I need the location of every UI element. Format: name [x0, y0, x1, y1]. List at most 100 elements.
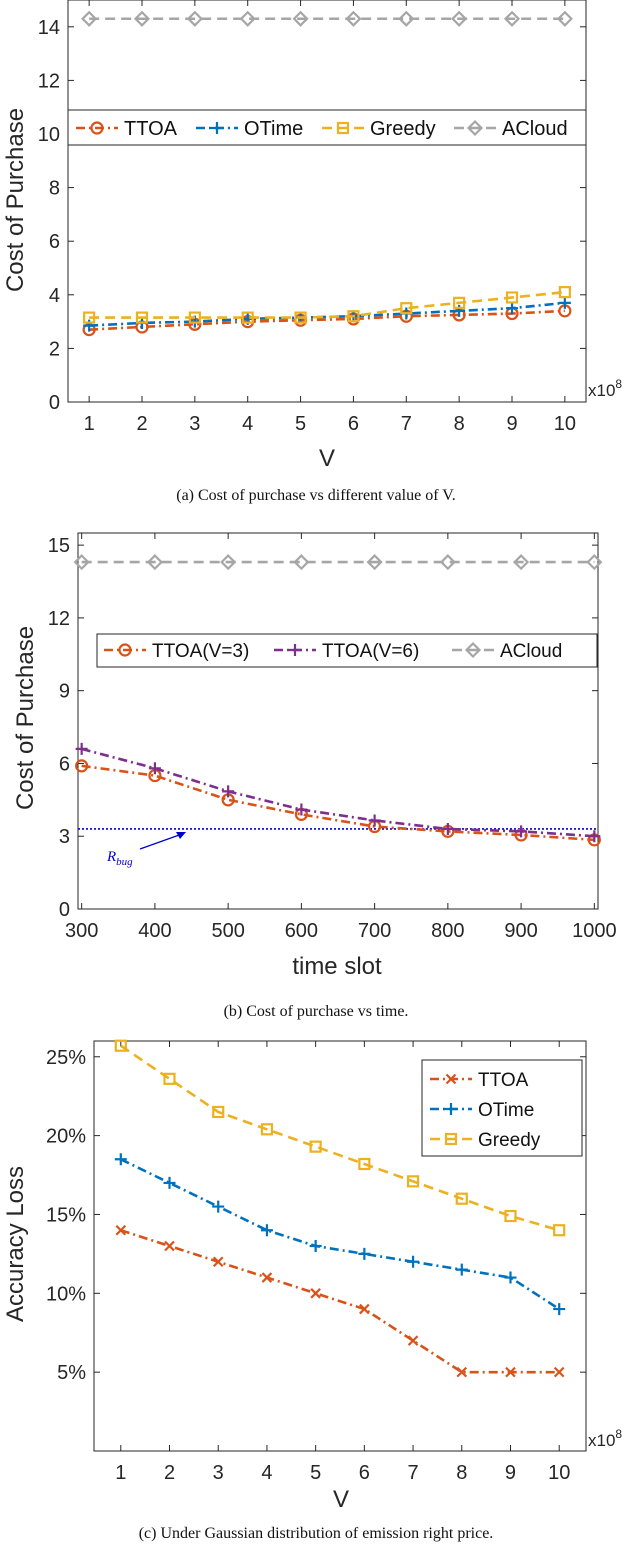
legend-item-greedy: Greedy [322, 118, 436, 140]
chart-panel-c: 5% 10% 15% 20% 25% 1 2 3 4 5 6 7 8 9 10 Accuracy Loss… [2, 1039, 622, 1542]
legend-marker-ttoa [445, 1073, 457, 1085]
data-point-greedy [400, 302, 413, 315]
series-acloud [73, 554, 603, 571]
data-point-greedy [358, 1157, 371, 1171]
data-point-otime [309, 1240, 322, 1252]
x-multiplier-a: x108 [588, 377, 622, 400]
data-point-acloud [366, 554, 383, 571]
y-tick-label: 6 [59, 753, 70, 775]
x-tick-label: 400 [138, 920, 171, 942]
data-point-greedy [260, 1123, 274, 1136]
y-tick-label: 8 [49, 178, 60, 200]
legend-c: TTOA OTime Greedy [421, 1059, 583, 1157]
x-tick-label: 5 [310, 1462, 321, 1484]
data-point-acloud [345, 10, 362, 27]
series-line-otime [120, 1158, 560, 1311]
y-tick-label: 3 [59, 826, 70, 848]
data-point-greedy [455, 1192, 468, 1205]
data-point-ttoa-v-6 [515, 825, 528, 838]
legend-item-ttoa-v-3: TTOA(V=3) [104, 641, 249, 662]
y-tick-label: 6 [49, 231, 60, 253]
data-point-acloud [586, 554, 603, 571]
plot-area-b [77, 532, 599, 910]
legend-item-otime: OTime [430, 1100, 534, 1121]
legend-item-ttoa: TTOA [430, 1070, 529, 1091]
series-group-a [81, 10, 573, 337]
legend-marker-greedy [444, 1132, 458, 1146]
x-axis-label-c: V [333, 1486, 349, 1513]
series-line-otime [89, 301, 565, 327]
x-tick-label: 700 [358, 920, 391, 942]
legend-item-acloud: ACloud [454, 118, 568, 140]
data-point-ttoa [261, 1272, 273, 1283]
data-point-acloud [133, 10, 151, 27]
x-tick-label: 10 [554, 413, 576, 435]
data-point-greedy [553, 1224, 566, 1237]
rbug-label-sub: bug [116, 856, 133, 868]
y-tick-label: 14 [38, 17, 60, 39]
data-point-acloud [398, 10, 415, 27]
y-tick-label: 15 [48, 535, 70, 557]
legend-b: TTOA(V=3) TTOA(V=6) ACloud [96, 633, 598, 668]
x-tick-label: 1 [115, 1462, 126, 1484]
plot-area-a [67, 0, 587, 403]
data-point-ttoa [212, 1256, 224, 1268]
y-tick-label: 20% [46, 1126, 86, 1148]
legend-label-acloud: ACloud [502, 118, 568, 140]
x-axis-c: 1 2 3 4 5 6 7 8 9 10 [115, 1041, 570, 1484]
legend-label-acloud: ACloud [500, 641, 562, 662]
data-point-otime [163, 1176, 176, 1189]
data-point-acloud [556, 10, 573, 27]
rbug-label-base: R [106, 849, 116, 865]
x-tick-label: 800 [431, 920, 464, 942]
legend-marker-otime [211, 122, 223, 134]
x-tick-label: 8 [454, 413, 465, 435]
data-point-ttoa-v-3 [75, 759, 89, 773]
svg-text:Rbug: Rbug [106, 849, 133, 868]
data-point-greedy [294, 311, 307, 324]
series-group-b [73, 554, 603, 847]
legend-marker-acloud [464, 641, 482, 659]
data-point-ttoa [407, 1335, 419, 1346]
y-tick-label: 4 [49, 285, 60, 307]
series-ttoa [115, 1224, 565, 1378]
y-tick-label: 5% [57, 1362, 86, 1384]
y-tick-label: 12 [38, 70, 60, 92]
x-tick-label: 7 [401, 413, 412, 435]
data-point-greedy [212, 1105, 225, 1119]
data-point-acloud [73, 554, 90, 571]
data-point-greedy [453, 296, 466, 309]
data-point-greedy [505, 291, 519, 304]
series-line-greedy [120, 1044, 560, 1232]
rbug-annotation: Rbug [106, 832, 186, 868]
data-point-greedy [83, 311, 96, 324]
legend-label-otime: OTime [244, 118, 303, 140]
legend-label-greedy: Greedy [370, 118, 436, 140]
series-greedy [83, 286, 571, 324]
data-point-ttoa-v-6 [148, 762, 161, 775]
legend-marker-acloud [466, 119, 484, 137]
series-greedy [114, 1039, 566, 1237]
data-point-otime [260, 1224, 273, 1237]
y-tick-label: 0 [49, 392, 60, 414]
x-tick-label: 500 [211, 920, 244, 942]
x-multiplier-c: x108 [588, 1427, 622, 1450]
y-axis-label-b: Cost of Purchase [12, 626, 39, 810]
x-tick-label: 6 [348, 413, 359, 435]
data-point-acloud [451, 10, 468, 27]
y-tick-label: 9 [59, 681, 70, 703]
data-point-ttoa [164, 1240, 175, 1252]
x-tick-label: 2 [136, 413, 147, 435]
y-tick-label: 10% [46, 1283, 86, 1305]
data-point-acloud [439, 554, 456, 571]
x-tick-label: 8 [456, 1462, 467, 1484]
data-point-acloud [293, 554, 310, 571]
data-point-ttoa-v-6 [222, 785, 235, 798]
data-point-acloud [503, 10, 521, 27]
x-axis-label-a: V [319, 445, 335, 472]
series-group-c [114, 1039, 566, 1378]
x-tick-label: 4 [261, 1462, 272, 1484]
legend-marker-ttoa-v-3 [118, 643, 132, 657]
